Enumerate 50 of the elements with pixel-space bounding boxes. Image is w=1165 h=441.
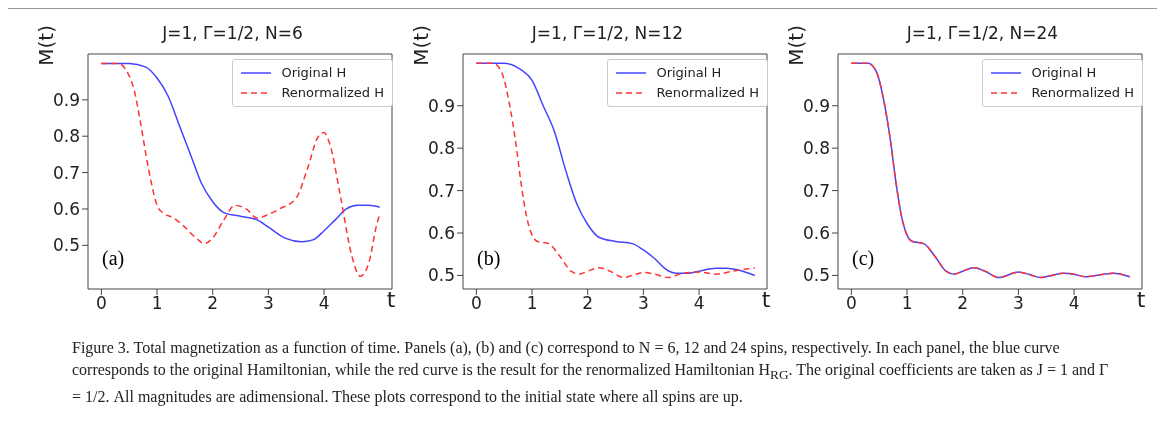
- x-axis-title: t: [385, 287, 397, 312]
- y-tick-label: 0.5: [427, 265, 455, 286]
- annotation: (c): [852, 247, 875, 270]
- x-tick-label: 3: [637, 293, 649, 314]
- x-tick-label: 1: [901, 293, 913, 314]
- y-tick-label: 0.9: [427, 95, 455, 116]
- chart-title: J=1, Γ=1/2, N=6: [162, 23, 303, 43]
- y-tick-label: 0.9: [802, 95, 830, 116]
- y-tick-label: 0.8: [802, 138, 830, 159]
- y-tick-label: 0.6: [52, 199, 80, 219]
- legend-label: Renormalized H: [1031, 84, 1134, 102]
- x-tick-label: 3: [1012, 293, 1024, 314]
- x-tick-label: 1: [526, 293, 538, 314]
- annotation: (b): [477, 247, 501, 270]
- y-tick-label: 0.7: [427, 180, 455, 201]
- x-tick-label: 4: [693, 293, 705, 314]
- text: Figure 3. Total magnetization as a function of time. Panels (a), (b) and (c) correspond to N = 6, 12 and 24 spins, respectively. In each panel, the blue curve corresponds to the original Hamiltonian, while the red curve is the result for the renormalized Hamiltonian H$_{RG}$. The original coefficients are taken as J = 1 and Γ = 1/2. All magnitudes are adimensional. These plots correspond to the initial state where all spins are up.: [72, 339, 1109, 406]
- y-axis-title: M(t): [34, 25, 58, 66]
- x-axis-title: t: [760, 287, 772, 312]
- y-tick-label: 0.5: [52, 235, 80, 256]
- x-tick-label: 0: [470, 293, 482, 314]
- annotation: (a): [102, 247, 125, 270]
- y-tick-label: 0.9: [52, 89, 80, 110]
- x-tick-label: 2: [207, 293, 219, 314]
- x-tick-label: 4: [318, 293, 330, 314]
- x-tick-label: 3: [262, 293, 274, 314]
- legend-label: Original H: [1031, 64, 1097, 82]
- y-axis-title: M(t): [784, 25, 808, 66]
- y-tick-label: 0.7: [802, 180, 830, 201]
- chart-title: J=1, Γ=1/2, N=24: [906, 23, 1059, 43]
- legend-label: Original H: [656, 64, 722, 82]
- x-axis-title: t: [1135, 287, 1147, 312]
- legend-label: Renormalized H: [281, 84, 384, 102]
- y-tick-label: 0.7: [52, 162, 80, 183]
- legend-label: Renormalized H: [656, 84, 759, 102]
- y-axis-title: M(t): [409, 25, 433, 66]
- y-tick-label: 0.8: [52, 126, 80, 147]
- legend-label: Original H: [281, 64, 347, 82]
- x-tick-label: 4: [1068, 293, 1080, 314]
- y-tick-label: 0.5: [802, 265, 830, 286]
- y-tick-label: 0.6: [802, 223, 830, 244]
- x-tick-label: 2: [957, 293, 969, 314]
- y-tick-label: 0.6: [427, 223, 455, 244]
- chart-title: J=1, Γ=1/2, N=12: [531, 23, 684, 43]
- x-tick-label: 2: [582, 293, 594, 314]
- x-tick-label: 1: [151, 293, 163, 314]
- y-tick-label: 0.8: [427, 138, 455, 159]
- x-tick-label: 0: [95, 293, 107, 314]
- x-tick-label: 0: [845, 293, 857, 314]
- line-series: [100, 62, 381, 278]
